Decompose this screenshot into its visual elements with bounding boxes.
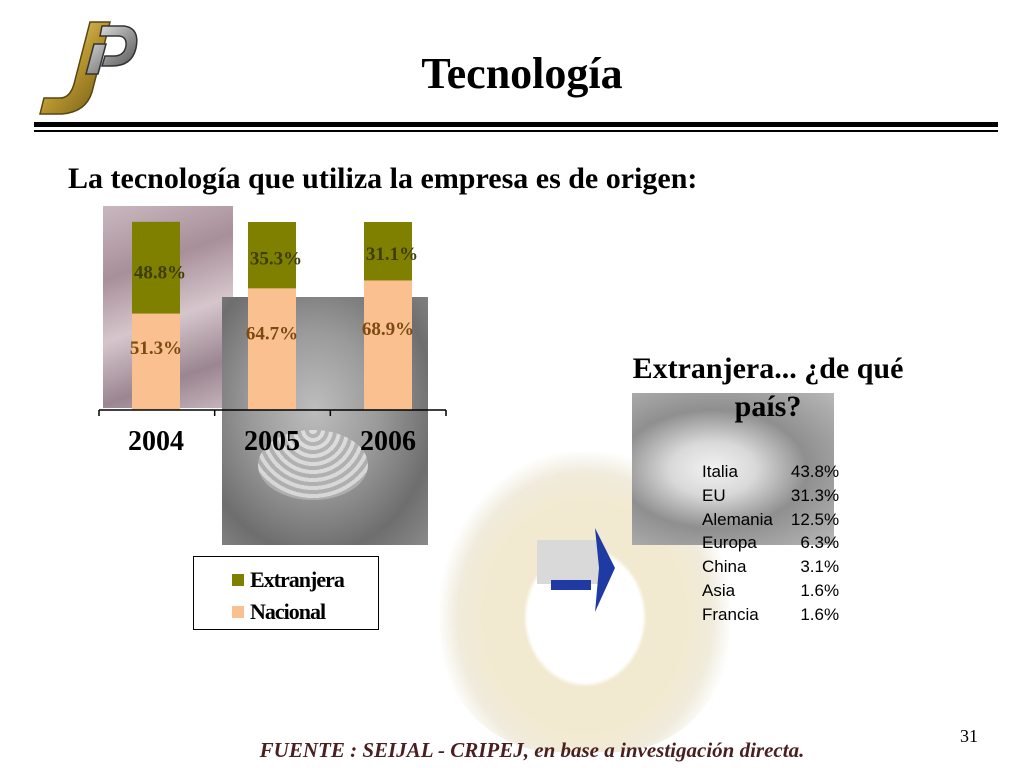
data-label-extranjera-2006: 31.1% (366, 244, 418, 265)
foreign-countries-table: Italia 43.8% EU 31.3% Alemania 12.5% Europa 6.3… (702, 460, 839, 627)
country-row: Asia 1.6% (702, 579, 839, 603)
country-value: 1.6% (800, 580, 840, 600)
country-name: Italia (702, 462, 738, 481)
country-value: 6.3% (800, 533, 840, 553)
country-value: 43.8% (790, 462, 840, 481)
legend-item-extranjera: Extranjera (232, 567, 345, 593)
x-tick-label-2005: 2005 (244, 426, 300, 457)
slide-subtitle: La tecnología que utiliza la empresa es … (68, 162, 698, 195)
country-name: Asia (702, 580, 736, 600)
country-row: China 3.1% (702, 555, 839, 579)
data-label-extranjera-2004: 48.8% (134, 262, 186, 283)
right-arrow-icon (537, 528, 615, 612)
country-value: 12.5% (790, 509, 840, 529)
data-label-nacional-2005: 64.7% (246, 323, 298, 344)
country-name: EU (702, 485, 726, 505)
bar-extranjera-2004 (132, 221, 180, 314)
country-row: Francia 1.6% (702, 603, 839, 627)
background-photo-necklace (258, 430, 368, 500)
country-value: 31.3% (790, 485, 840, 505)
country-name: Europa (702, 533, 757, 553)
data-label-extranjera-2005: 35.3% (250, 249, 302, 270)
country-name: Alemania (702, 509, 773, 529)
country-row: EU 31.3% (702, 484, 839, 508)
page-title: Tecnología (421, 49, 623, 98)
x-tick-label-2004: 2004 (128, 426, 184, 457)
bar-nacional-2005 (248, 288, 296, 410)
country-name: China (702, 557, 747, 577)
bar-nacional-2004 (132, 313, 180, 410)
stacked-bar-chart: 51.3% 48.8% 2004 64.7% 35.3% 2005 68.9% 31.1% 20… (98, 221, 447, 457)
data-label-nacional-2006: 68.9% (362, 319, 414, 340)
title-rule-thick (34, 122, 998, 127)
data-label-nacional-2004: 51.3% (130, 338, 182, 359)
bar-nacional-2006 (364, 280, 412, 410)
x-tick-label-2006: 2006 (360, 426, 416, 457)
country-row: Italia 43.8% (702, 460, 839, 484)
foreign-heading-line2: país? (734, 390, 802, 423)
source-note: FUENTE : SEIJAL - CRIPEJ, en base a inve… (259, 738, 805, 762)
country-row: Alemania 12.5% (702, 508, 839, 532)
bar-extranjera-2005 (248, 222, 296, 289)
country-value: 1.6% (800, 604, 840, 624)
legend-swatch-extranjera (232, 574, 244, 586)
page-number: 31 (960, 726, 978, 746)
legend-label-extranjera: Extranjera (250, 567, 345, 592)
jp-logo (39, 21, 138, 115)
legend-item-nacional: Nacional (232, 599, 326, 625)
background-photo-jewelry (632, 393, 834, 545)
legend-swatch-nacional (232, 606, 244, 618)
title-rule-thin (34, 130, 998, 132)
bar-extranjera-2006 (364, 222, 412, 281)
chart-legend: Extranjera Nacional (193, 556, 379, 630)
foreign-heading: Extranjera... ¿de qué país? (600, 350, 936, 426)
country-row: Europa 6.3% (702, 531, 839, 555)
country-value: 3.1% (800, 557, 840, 577)
country-name: Francia (702, 604, 759, 624)
legend-label-nacional: Nacional (250, 599, 326, 624)
foreign-heading-line1: Extranjera... ¿de qué (632, 352, 904, 385)
